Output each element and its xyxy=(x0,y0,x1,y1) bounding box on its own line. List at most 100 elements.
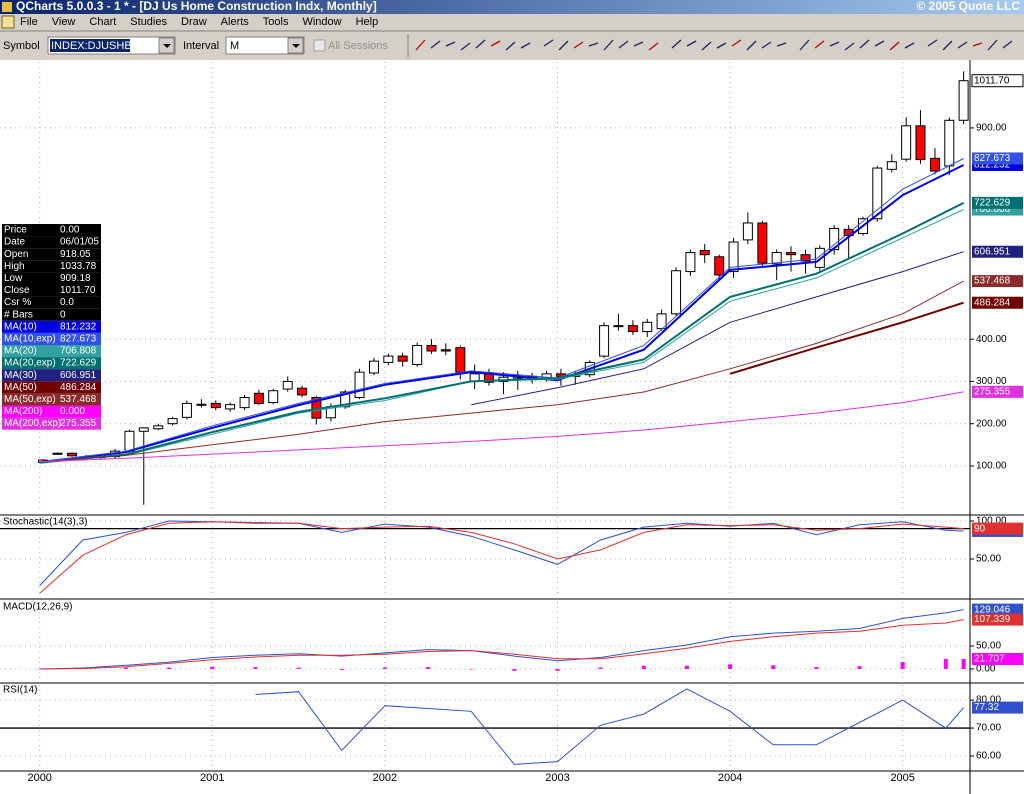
tool-glyph xyxy=(746,40,757,51)
value-label: 827.673 xyxy=(974,153,1011,164)
window-title: QCharts 5.0.0.3 - 1 * - [DJ Us Home Cons… xyxy=(16,0,377,13)
y-tick-label: 100.00 xyxy=(976,461,1007,472)
symbol-value[interactable]: INDEX:DJUSHB xyxy=(51,40,132,52)
candle-body xyxy=(167,418,178,425)
value-label-bg xyxy=(972,245,1023,258)
data-window-row xyxy=(2,357,101,370)
data-window-row xyxy=(2,320,101,333)
menu-item[interactable]: Studies xyxy=(130,16,167,28)
app-icon xyxy=(2,2,12,12)
tool-button[interactable] xyxy=(443,37,458,53)
candle-body xyxy=(297,387,308,396)
data-window-label: Low xyxy=(4,273,23,284)
value-label-bg xyxy=(972,652,1023,665)
checkbox[interactable] xyxy=(313,39,326,52)
data-window-row xyxy=(2,332,101,345)
candle-body xyxy=(642,321,653,333)
value-label-bg xyxy=(972,603,1023,616)
series-line xyxy=(39,609,964,670)
candle-body xyxy=(613,325,624,328)
candle-body xyxy=(239,396,250,409)
candle-body xyxy=(599,325,610,357)
menu-bar xyxy=(0,14,1024,30)
histogram-bar xyxy=(426,667,431,669)
tool-glyph xyxy=(776,42,787,47)
data-window-value: 812.232 xyxy=(60,321,97,332)
data-window-value: 06/01/05 xyxy=(60,237,99,248)
value-label-bg xyxy=(972,152,1023,165)
histogram-bar xyxy=(943,658,948,669)
tool-glyph xyxy=(520,42,531,49)
tool-button[interactable] xyxy=(488,37,503,53)
menu: File View Chart Studies Draw Alerts Tools Windo… xyxy=(20,16,378,28)
menu-item[interactable]: Draw xyxy=(181,16,207,28)
series-line xyxy=(39,202,965,464)
candle-body xyxy=(383,355,394,363)
tool-glyph xyxy=(543,39,554,47)
menu-item[interactable]: Alerts xyxy=(221,16,250,28)
data-window-label: MA(10) xyxy=(4,321,37,332)
candle-body xyxy=(282,380,293,390)
menu-item[interactable]: Chart xyxy=(89,16,116,28)
data-window-row xyxy=(2,381,101,394)
data-window-label: MA(20) xyxy=(4,346,37,357)
data-window-value: 0.00 xyxy=(60,225,80,236)
candle-body xyxy=(671,270,682,315)
tool-glyph xyxy=(829,41,840,47)
tool-glyph xyxy=(558,40,569,51)
dropdown-arrow xyxy=(292,44,300,48)
histogram-bar xyxy=(641,665,646,669)
tool-button[interactable] xyxy=(631,37,646,53)
y-tick-label: 400.00 xyxy=(976,334,1007,345)
value-label: 129.046 xyxy=(974,604,1011,615)
candle-body xyxy=(181,402,192,418)
histogram-bar xyxy=(961,658,966,669)
value-label-bg xyxy=(972,701,1023,714)
x-tick-label: 2003 xyxy=(545,772,569,784)
tool-button[interactable] xyxy=(827,37,842,53)
value-label: 1011.70 xyxy=(974,75,1010,86)
histogram-bar xyxy=(339,668,344,670)
menu-item[interactable]: View xyxy=(52,16,76,28)
data-window-row xyxy=(2,296,101,309)
sessions-label[interactable]: All Sessions xyxy=(328,40,388,52)
data-window-value: 1011.70 xyxy=(60,285,96,296)
y-tick-label: 70.00 xyxy=(976,723,1001,734)
menu-item[interactable]: Window xyxy=(302,16,341,28)
data-window-label: MA(50,exp) xyxy=(4,394,56,405)
interval-combo[interactable] xyxy=(225,36,305,55)
y-tick-label: 200.00 xyxy=(976,418,1007,429)
tool-glyph xyxy=(889,41,900,51)
tool-glyph xyxy=(445,41,456,47)
series-line xyxy=(39,521,964,594)
histogram-bar xyxy=(210,666,215,669)
value-label-bg xyxy=(972,522,1023,535)
tool-button[interactable] xyxy=(872,37,887,53)
data-window-label: Date xyxy=(4,237,26,248)
value-label: 812.232 xyxy=(974,160,1011,171)
tool-glyph xyxy=(588,42,599,47)
y-tick-label: 60.00 xyxy=(976,751,1001,762)
tool-button[interactable] xyxy=(684,37,699,53)
data-window-value: 706.808 xyxy=(60,346,97,357)
data-window-row xyxy=(2,284,101,297)
tool-glyph xyxy=(490,40,501,47)
candle-body xyxy=(455,347,466,373)
value-label: 77.32 xyxy=(974,702,999,713)
interval-value[interactable]: M xyxy=(230,40,239,52)
panel-title: RSI(14) xyxy=(3,685,37,696)
menu-item[interactable]: File xyxy=(20,16,38,28)
symbol-label: Symbol xyxy=(3,40,40,52)
menu-item[interactable]: Help xyxy=(356,16,379,28)
data-window-row xyxy=(2,417,101,430)
data-window-value: 0.000 xyxy=(60,406,85,417)
data-window-value: 827.673 xyxy=(60,334,97,345)
x-tick-label: 2005 xyxy=(890,772,914,784)
menu-item[interactable]: Tools xyxy=(263,16,289,28)
histogram-bar xyxy=(469,668,474,670)
tool-glyph xyxy=(460,42,471,51)
series-line xyxy=(255,688,964,765)
value-label-bg xyxy=(972,275,1023,288)
data-window-label: MA(50) xyxy=(4,382,37,393)
